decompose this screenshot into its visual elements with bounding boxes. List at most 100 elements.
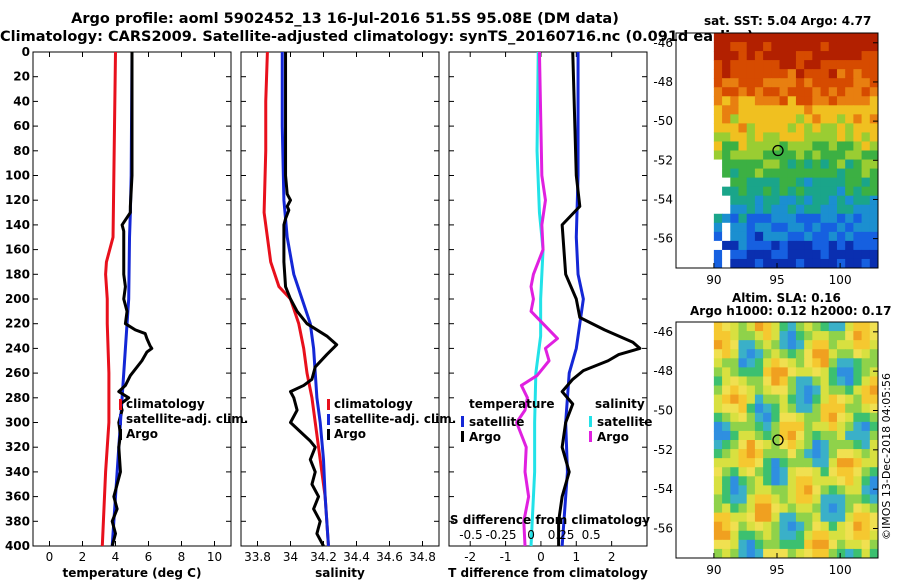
map-cell <box>779 421 789 432</box>
map-cell <box>853 123 863 133</box>
map-cell <box>763 204 772 215</box>
map-y-tick-label: -46 <box>653 36 673 50</box>
map-cell <box>861 539 871 550</box>
map-cell <box>795 114 805 124</box>
map-cell <box>730 177 739 188</box>
legend-swatch <box>119 399 122 410</box>
map-cell <box>763 340 772 350</box>
map-cell <box>861 530 871 541</box>
map-cell <box>746 376 756 387</box>
map-cell <box>787 322 797 332</box>
map-cell <box>845 340 854 350</box>
map-cell <box>787 213 797 224</box>
map-cell <box>779 222 789 233</box>
map-cell <box>812 114 822 124</box>
map-cell <box>845 530 854 541</box>
map-cell <box>771 322 781 332</box>
map-cell <box>722 69 731 79</box>
map-cell <box>722 376 731 387</box>
map-cell <box>787 204 797 215</box>
map-cell <box>771 168 781 179</box>
map-cell <box>869 186 879 197</box>
map-cell <box>795 385 805 396</box>
map-cell <box>771 539 781 550</box>
map-cell <box>820 141 830 151</box>
map-cell <box>779 358 789 368</box>
map-cell <box>746 141 756 151</box>
map-cell <box>853 51 863 61</box>
map-cell <box>722 258 731 269</box>
map-cell <box>845 150 854 161</box>
map-cell <box>722 494 731 505</box>
map-cell <box>722 539 731 550</box>
legend-label-temperature: Argo <box>126 427 158 441</box>
map-cell <box>787 476 797 486</box>
map-cell <box>746 87 756 97</box>
map-cell <box>754 51 764 61</box>
map-cell <box>804 114 813 124</box>
map-cell <box>869 258 879 269</box>
map-cell <box>730 150 739 161</box>
map-cell <box>746 440 756 450</box>
map-cell <box>730 87 739 97</box>
map-cell <box>853 421 863 432</box>
map-cell <box>738 231 748 242</box>
x-tick-label: 2 <box>608 550 616 564</box>
map-cell <box>795 51 805 61</box>
map-cell <box>730 548 739 559</box>
map-cell <box>861 440 871 450</box>
map-cell <box>722 430 731 441</box>
map-cell <box>804 168 813 179</box>
map-cell <box>730 467 739 477</box>
map-cell <box>746 150 756 161</box>
map-cell <box>779 159 789 170</box>
map-cell <box>787 51 797 61</box>
map-cell <box>754 240 764 251</box>
map-cell <box>795 449 805 459</box>
map-cell <box>820 440 830 450</box>
map-cell <box>754 195 764 206</box>
map-cell <box>820 51 830 61</box>
map-cell <box>861 331 871 341</box>
map-cell <box>828 78 838 88</box>
map-cell <box>853 548 863 559</box>
map-cell <box>738 403 748 414</box>
map-cell <box>812 222 822 233</box>
map-cell <box>869 403 879 414</box>
map-cell <box>861 503 871 514</box>
map-cell <box>754 440 764 450</box>
map-cell <box>845 33 854 43</box>
map-cell <box>853 385 863 396</box>
map-cell <box>763 249 772 260</box>
map-cell <box>746 449 756 459</box>
y-tick-label: 380 <box>5 514 30 528</box>
map-cell <box>754 385 764 396</box>
map-cell <box>738 485 748 495</box>
map-cell <box>738 141 748 151</box>
map-cell <box>812 177 822 188</box>
map-cell <box>869 376 879 387</box>
map-cell <box>771 449 781 459</box>
map-cell <box>730 132 739 142</box>
map-cell <box>812 168 822 179</box>
map-cell <box>713 430 723 441</box>
map-cell <box>845 51 854 61</box>
map-cell <box>853 213 863 224</box>
map-cell <box>804 358 813 368</box>
map-cell <box>853 114 863 124</box>
map-cell <box>836 394 846 405</box>
map-cell <box>795 485 805 495</box>
map-cell <box>812 150 822 161</box>
map-cell <box>746 331 756 341</box>
map-cell <box>738 548 748 559</box>
map-cell <box>754 403 764 414</box>
map-cell <box>787 159 797 170</box>
map-cell <box>771 485 781 495</box>
map-cell <box>771 349 781 359</box>
map-cell <box>787 394 797 405</box>
map-cell <box>713 150 723 161</box>
map-cell <box>713 141 723 151</box>
map-cell <box>836 358 846 368</box>
map-cell <box>754 60 764 70</box>
top-x-tick-label: -0.25 <box>485 528 516 542</box>
